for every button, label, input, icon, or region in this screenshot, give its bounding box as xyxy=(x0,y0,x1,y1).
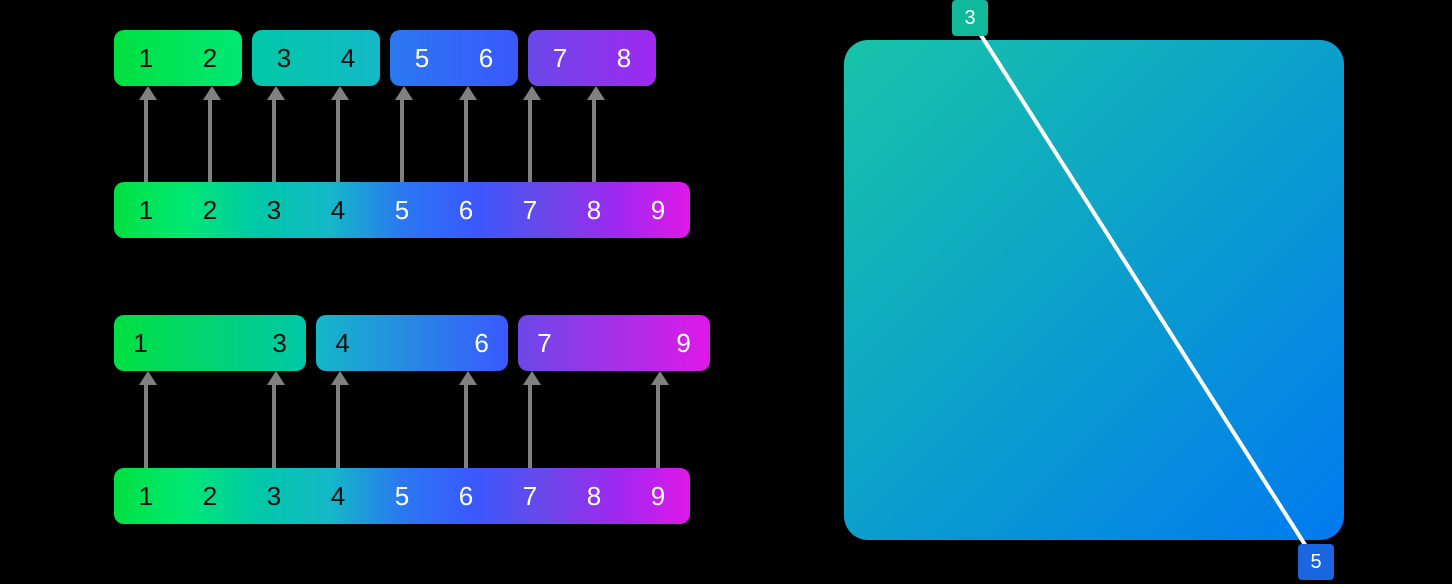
mapping-arrow xyxy=(464,98,468,182)
mapping-arrow xyxy=(528,98,532,182)
mapping-arrow xyxy=(464,383,468,468)
mapping-arrow xyxy=(592,98,596,182)
chip-5-label: 5 xyxy=(1310,551,1321,574)
diagram-canvas: 12345678123456789134679123456789 3 5 xyxy=(0,0,1452,584)
target-cell: 7 xyxy=(528,30,592,86)
source-cell: 5 xyxy=(370,468,434,524)
source-cell: 7 xyxy=(498,468,562,524)
target-cell: 4 xyxy=(316,30,380,86)
target-cell: 1 xyxy=(114,30,178,86)
target-chunk: 34 xyxy=(252,30,380,86)
target-cell: 8 xyxy=(592,30,656,86)
target-cell: 1 xyxy=(133,315,147,371)
source-cell: 1 xyxy=(114,468,178,524)
mapping-arrow xyxy=(528,383,532,468)
target-cell: 5 xyxy=(390,30,454,86)
mapping-arrow xyxy=(400,98,404,182)
mapping-arrow xyxy=(656,383,660,468)
diagonal-connector xyxy=(970,18,1316,562)
mapping-arrow xyxy=(272,98,276,182)
target-cell: 9 xyxy=(676,315,690,371)
source-cell: 2 xyxy=(178,468,242,524)
source-cell: 9 xyxy=(626,182,690,238)
source-cell: 9 xyxy=(626,468,690,524)
mapping-arrow xyxy=(272,383,276,468)
target-cell: 7 xyxy=(537,315,551,371)
mapping-arrow xyxy=(336,383,340,468)
mapping-arrow xyxy=(144,383,148,468)
mapping-arrow xyxy=(144,98,148,182)
source-cell: 6 xyxy=(434,468,498,524)
source-cell: 5 xyxy=(370,182,434,238)
source-row: 123456789 xyxy=(114,468,690,524)
chip-3-label: 3 xyxy=(964,7,975,30)
source-cell: 4 xyxy=(306,182,370,238)
source-cell: 1 xyxy=(114,182,178,238)
source-cell: 3 xyxy=(242,182,306,238)
target-cell: 2 xyxy=(178,30,242,86)
mapping-arrow xyxy=(208,98,212,182)
source-cell: 4 xyxy=(306,468,370,524)
target-cell: 6 xyxy=(474,315,488,371)
target-chunk: 12 xyxy=(114,30,242,86)
mapping-arrow xyxy=(336,98,340,182)
chip-5: 5 xyxy=(1298,544,1334,580)
target-cell: 4 xyxy=(335,315,349,371)
target-chunk: 46 xyxy=(316,315,508,371)
source-row: 123456789 xyxy=(114,182,690,238)
chip-3: 3 xyxy=(952,0,988,36)
target-chunk: 79 xyxy=(518,315,710,371)
source-cell: 7 xyxy=(498,182,562,238)
target-chunk: 78 xyxy=(528,30,656,86)
source-cell: 6 xyxy=(434,182,498,238)
target-chunk: 13 xyxy=(114,315,306,371)
source-cell: 3 xyxy=(242,468,306,524)
target-cell: 6 xyxy=(454,30,518,86)
target-cell: 3 xyxy=(272,315,286,371)
source-cell: 8 xyxy=(562,468,626,524)
source-cell: 8 xyxy=(562,182,626,238)
source-cell: 2 xyxy=(178,182,242,238)
target-chunk: 56 xyxy=(390,30,518,86)
target-cell: 3 xyxy=(252,30,316,86)
